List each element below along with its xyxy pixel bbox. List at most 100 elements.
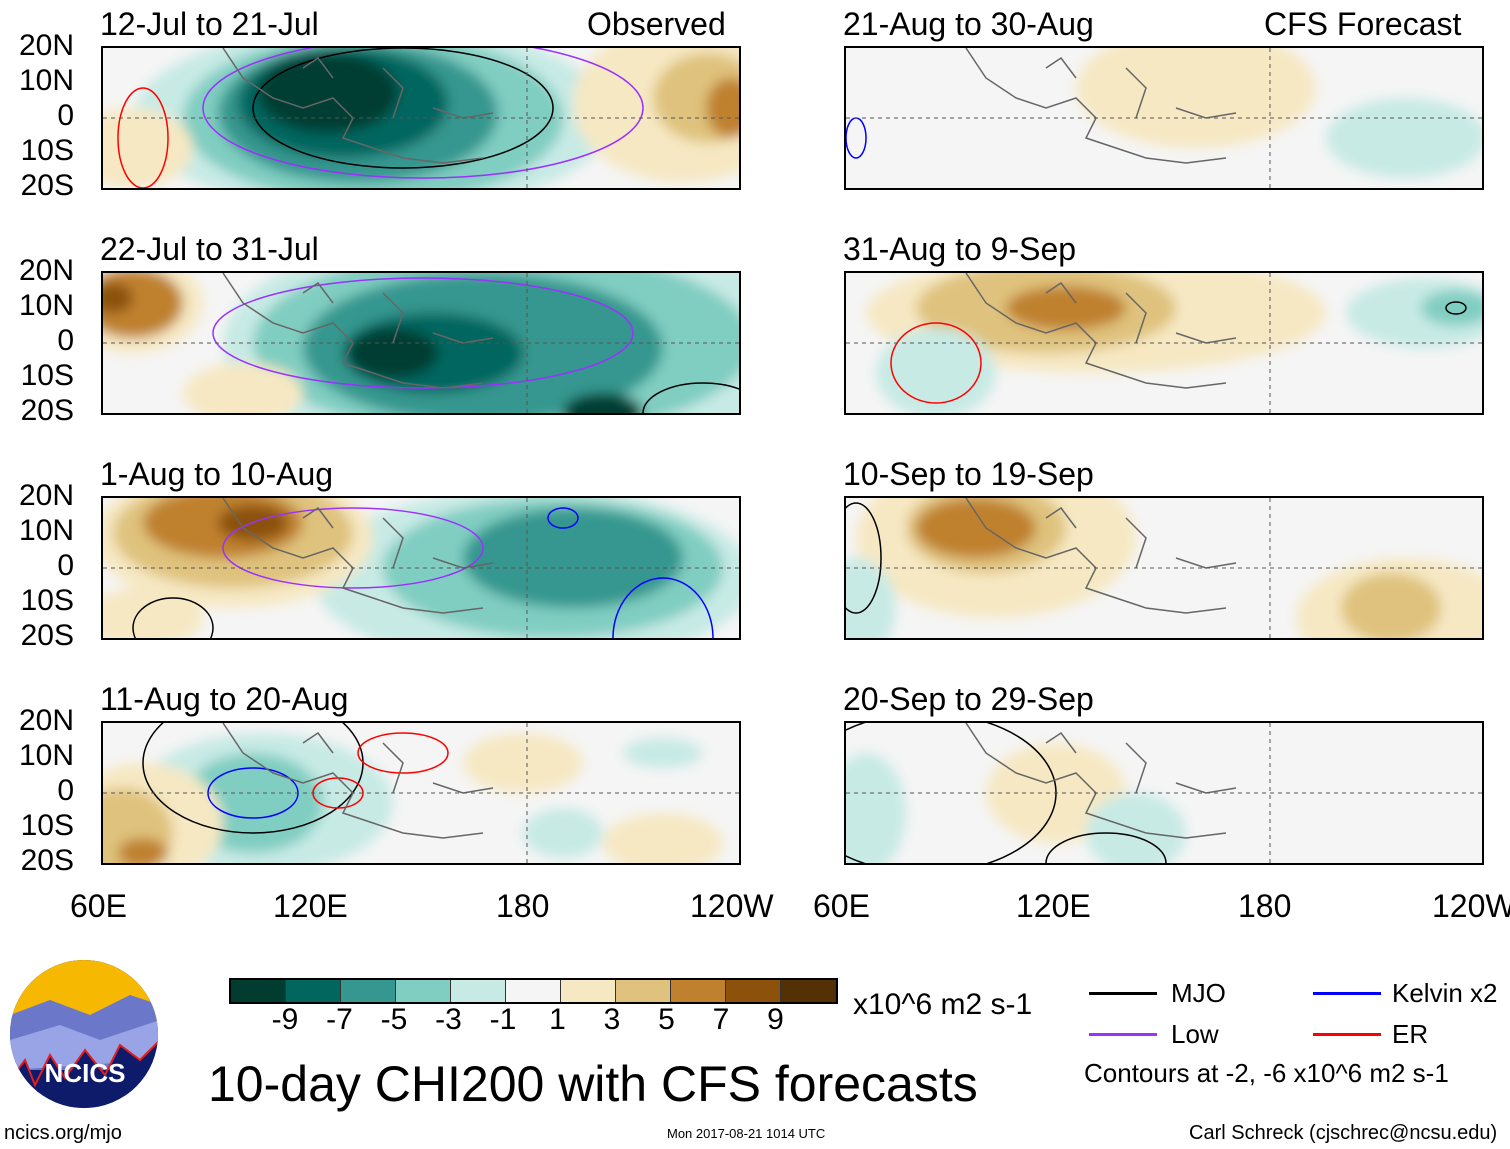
lon-label: 120W: [690, 888, 774, 924]
anomaly-region: [1326, 98, 1482, 178]
panel-date-range: 1-Aug to 10-Aug: [100, 456, 334, 492]
contour-note: Contours at -2, -6 x10^6 m2 s-1: [1084, 1058, 1449, 1088]
map-panel: [844, 721, 1484, 865]
lat-label: 20S: [20, 619, 74, 652]
colorbar-tick-label: 9: [767, 1003, 784, 1036]
contour-line: [202, 48, 644, 179]
map-panel: [844, 46, 1484, 190]
lat-label: 20S: [20, 844, 74, 877]
panel-date-range: 22-Jul to 31-Jul: [100, 231, 319, 267]
legend-line-er: [1313, 1033, 1381, 1036]
lon-label: 60E: [813, 888, 870, 924]
colorbar-swatch: [231, 980, 286, 1002]
colorbar-swatch: [506, 980, 561, 1002]
contour-line: [357, 732, 449, 774]
map-canvas: [103, 48, 739, 188]
observed-label: Observed: [587, 6, 726, 42]
lon-label: 120W: [1432, 888, 1510, 924]
colorbar-swatch: [616, 980, 671, 1002]
lat-label: 20N: [18, 29, 74, 62]
lat-label: 10N: [18, 64, 74, 97]
legend-label-er: ER: [1392, 1019, 1429, 1049]
lat-label: 20N: [18, 254, 74, 287]
anomaly-region: [183, 363, 303, 413]
anomaly-region: [846, 753, 906, 863]
colorbar-swatch: [561, 980, 616, 1002]
colorbar-tick-label: 7: [712, 1003, 730, 1036]
legend-label-mjo: MJO: [1171, 978, 1226, 1008]
lat-label: 10S: [20, 359, 74, 392]
anomaly-region: [603, 813, 723, 863]
lon-label: 60E: [70, 888, 127, 924]
anomaly-region: [258, 53, 398, 133]
contour-line: [252, 48, 554, 169]
anomaly-region: [463, 508, 683, 608]
lat-label: 10N: [18, 514, 74, 547]
lat-label: 20S: [20, 394, 74, 427]
contour-line: [222, 507, 484, 589]
colorbar-tick-label: -7: [326, 1003, 353, 1036]
map-canvas: [846, 723, 1482, 863]
anomaly-region: [463, 733, 583, 793]
contour-line: [642, 382, 739, 413]
anomaly-region: [103, 108, 193, 188]
logo-text: NCICS: [45, 1058, 126, 1088]
map-panel: [101, 46, 741, 190]
colorbar-tick-label: -1: [489, 1003, 517, 1036]
contour-line: [612, 577, 714, 638]
lon-label: 120E: [1016, 888, 1091, 924]
lat-label: 10S: [20, 809, 74, 842]
anomaly-region: [1076, 48, 1316, 148]
lat-label: 10N: [18, 289, 74, 322]
legend-label-kelvin: Kelvin x2: [1392, 978, 1498, 1008]
map-canvas: [846, 273, 1482, 413]
colorbar-swatch: [781, 980, 836, 1002]
map-panel: [101, 271, 741, 415]
colorbar-tick-label: -3: [435, 1003, 462, 1036]
lat-label: 10S: [20, 134, 74, 167]
anomaly-region: [523, 808, 603, 858]
contour-line: [132, 597, 214, 638]
lat-label: 0: [57, 99, 74, 132]
map-panel: [101, 721, 741, 865]
anomaly-region: [916, 498, 1036, 558]
colorbar-swatch: [726, 980, 781, 1002]
map-canvas: [846, 498, 1482, 638]
lat-label: 20N: [18, 479, 74, 512]
panel-date-range: 31-Aug to 9-Sep: [843, 231, 1077, 267]
map-panel: [844, 496, 1484, 640]
colorbar: [229, 978, 838, 1004]
lat-label: 10N: [18, 739, 74, 772]
footer-url[interactable]: ncics.org/mjo: [4, 1122, 122, 1144]
footer-timestamp: Mon 2017-08-21 1014 UTC: [667, 1126, 826, 1141]
colorbar-tick-label: -9: [271, 1003, 299, 1036]
map-canvas: [103, 498, 739, 638]
colorbar-swatch: [341, 980, 396, 1002]
anomaly-region: [103, 283, 133, 313]
lat-label: 20N: [18, 704, 74, 737]
legend-line-mjo: [1089, 992, 1157, 995]
anomaly-region: [1086, 793, 1186, 863]
anomaly-region: [1341, 573, 1441, 638]
anomaly-region: [1421, 290, 1482, 326]
map-panel: [844, 271, 1484, 415]
anomaly-region: [623, 738, 703, 768]
anomaly-region: [706, 78, 739, 138]
map-canvas: [846, 48, 1482, 188]
lat-label: 20S: [20, 169, 74, 202]
colorbar-swatch: [451, 980, 506, 1002]
ncics-logo: NCICS: [10, 960, 158, 1108]
contour-line: [212, 277, 634, 389]
anomaly-region: [563, 393, 643, 413]
colorbar-swatch: [671, 980, 726, 1002]
figure-title: 10-day CHI200 with CFS forecasts: [208, 1056, 978, 1112]
panel-date-range: 12-Jul to 21-Jul: [100, 6, 319, 42]
contour-line: [1445, 301, 1467, 315]
lon-label: 120E: [273, 888, 348, 924]
colorbar-tick-label: 3: [603, 1003, 621, 1036]
panel-date-range: 11-Aug to 20-Aug: [100, 681, 349, 717]
anomaly-region: [1006, 286, 1126, 330]
contour-line: [846, 502, 882, 614]
panel-date-range: 21-Aug to 30-Aug: [843, 6, 1094, 42]
